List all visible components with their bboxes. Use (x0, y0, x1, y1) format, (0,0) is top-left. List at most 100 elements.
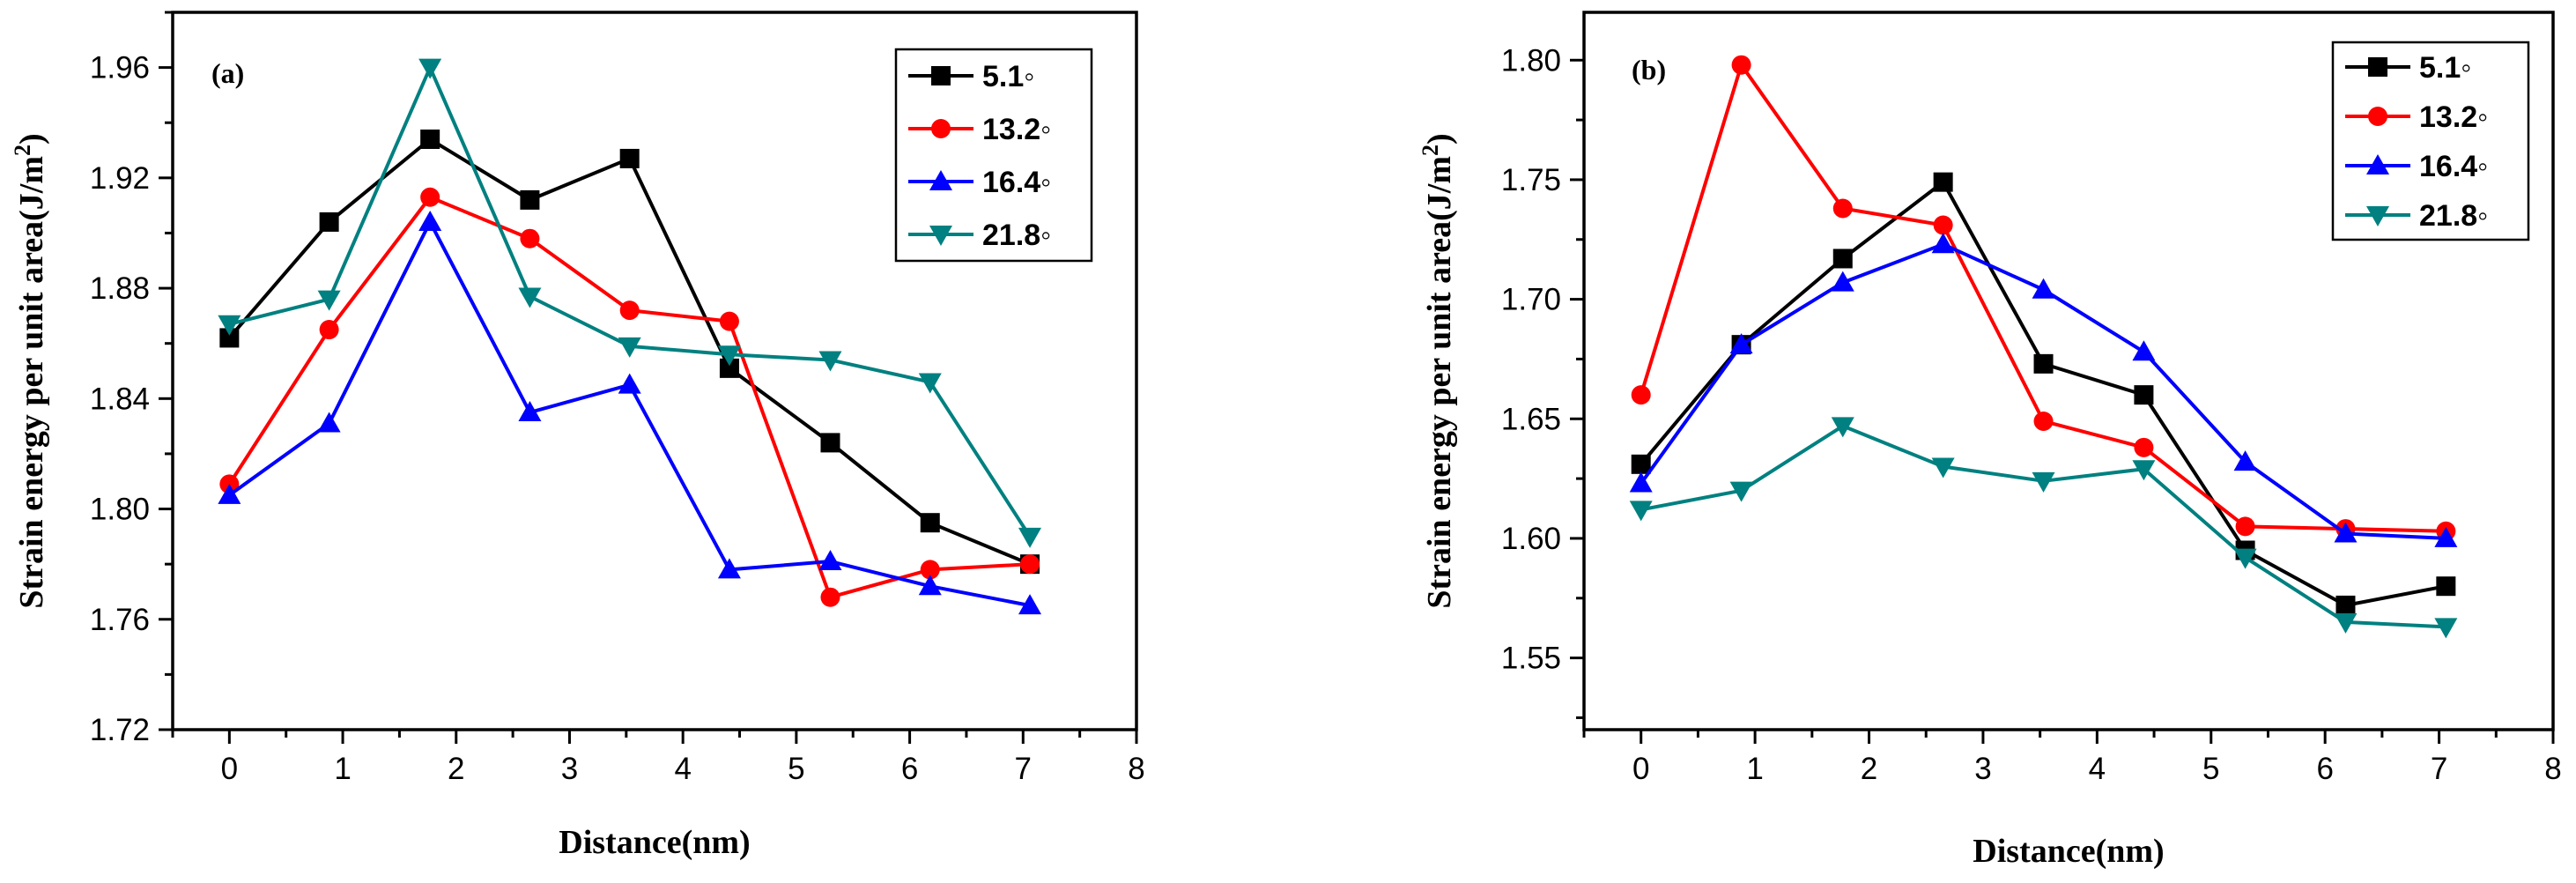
data-point (420, 130, 440, 150)
legend-label: 21.8◦ (982, 219, 1051, 252)
data-point (319, 211, 339, 232)
x-tick-label: 4 (2089, 752, 2106, 786)
data-point (420, 187, 440, 207)
data-point (619, 301, 640, 321)
series-line (1640, 424, 2446, 629)
y-tick-label: 1.60 (1501, 522, 1561, 556)
data-point (2334, 612, 2358, 634)
plot-frame (171, 11, 1138, 731)
data-point (1831, 271, 1854, 292)
data-point (317, 412, 341, 433)
data-point (2235, 516, 2255, 537)
series-3 (218, 210, 1042, 615)
x-tick-label: 6 (2316, 752, 2333, 786)
legend-marker (929, 170, 952, 190)
x-tick-label: 7 (1015, 752, 1032, 786)
data-point (1018, 594, 1042, 615)
data-point (1629, 471, 1653, 493)
data-point (2233, 450, 2257, 471)
x-tick-label: 2 (1861, 752, 1877, 786)
y-tick-label: 1.76 (90, 603, 150, 637)
data-point (818, 351, 842, 372)
legend-label: 16.4◦ (2419, 150, 2488, 183)
legend-marker (2366, 206, 2389, 226)
data-point (2033, 353, 2054, 374)
data-point (1832, 198, 1853, 219)
x-tick-label: 6 (901, 752, 918, 786)
x-tick-label: 0 (1632, 752, 1649, 786)
data-point (719, 311, 739, 331)
data-point (2032, 278, 2055, 299)
data-point (1933, 172, 1953, 192)
data-point (2335, 595, 2356, 615)
data-point (2434, 618, 2458, 639)
y-axis-title: Strain energy per unit area(J/m2) (10, 133, 51, 608)
data-point (2233, 548, 2257, 569)
y-tick-label: 1.75 (1501, 163, 1561, 197)
x-tick-label: 7 (2431, 752, 2447, 786)
y-tick-label: 1.96 (90, 51, 150, 85)
y-tick-label: 1.92 (90, 161, 150, 196)
x-tick-label: 4 (674, 752, 691, 786)
data-point (1631, 454, 1651, 474)
data-point (2134, 385, 2154, 405)
data-point (717, 345, 741, 367)
legend-label: 21.8◦ (2419, 199, 2488, 233)
plot-frame (1582, 11, 2555, 731)
series-4 (1629, 417, 2458, 639)
y-tick-label: 1.70 (1501, 283, 1561, 317)
data-point (1729, 333, 1753, 354)
series-2 (1631, 55, 2456, 541)
data-point (918, 373, 942, 394)
data-point (820, 587, 840, 607)
data-point (2032, 471, 2055, 493)
data-point (717, 558, 741, 579)
data-point (520, 228, 540, 249)
data-point (1933, 215, 1953, 235)
legend-marker (929, 226, 952, 246)
data-point (920, 560, 940, 580)
data-point (1931, 233, 1955, 254)
y-tick-label: 1.88 (90, 271, 150, 306)
series-4 (218, 58, 1042, 548)
x-tick-label: 1 (334, 752, 351, 786)
data-point (818, 550, 842, 571)
panel-label: (a) (211, 57, 244, 89)
data-point (1631, 385, 1651, 405)
data-point (2434, 526, 2458, 547)
legend-marker (931, 119, 951, 138)
x-tick-label: 1 (1746, 752, 1763, 786)
legend-marker (2366, 154, 2389, 174)
legend: 5.1◦ 13.2◦ 16.4◦ 21.8◦ (894, 48, 1093, 263)
y-tick-label: 1.72 (90, 713, 150, 747)
y-tick-label: 1.65 (1501, 402, 1561, 436)
panel-label: (b) (1632, 54, 1666, 85)
series-1 (219, 130, 1040, 575)
legend-label: 5.1◦ (982, 60, 1034, 93)
data-point (918, 575, 942, 596)
data-point (1831, 417, 1854, 438)
legend-label: 16.4◦ (982, 166, 1051, 199)
x-tick-label: 3 (1974, 752, 1991, 786)
legend-box (2331, 41, 2530, 241)
data-point (2033, 411, 2054, 431)
legend-label: 5.1◦ (2419, 51, 2471, 85)
x-axis-title: Distance(nm) (559, 824, 750, 861)
x-tick-label: 0 (221, 752, 238, 786)
data-point (2132, 460, 2156, 481)
data-point (1931, 457, 1955, 479)
legend-label: 13.2◦ (2419, 100, 2488, 134)
data-point (218, 315, 241, 336)
data-point (1020, 554, 1040, 575)
series-line (1640, 180, 2446, 607)
panel-a: 0 1 2 3 4 5 6 7 8 1.72 1.76 1.80 1.84 1.88 1.92 1.96 (a)… (10, 11, 1145, 861)
data-point (920, 513, 940, 533)
panel-b: 0 1 2 3 4 5 6 7 8 1.55 1.60 1.65 1.70 1.75 1.80 (b) 5.1◦… (1418, 11, 2562, 870)
data-point (1018, 527, 1042, 548)
legend: 5.1◦ 13.2◦ 16.4◦ 21.8◦ (2331, 41, 2530, 241)
data-point (319, 320, 339, 340)
x-axis-title: Distance(nm) (1973, 833, 2164, 870)
series-1 (1631, 172, 2456, 615)
x-tick-label: 5 (2202, 752, 2219, 786)
data-point (1629, 501, 1653, 522)
